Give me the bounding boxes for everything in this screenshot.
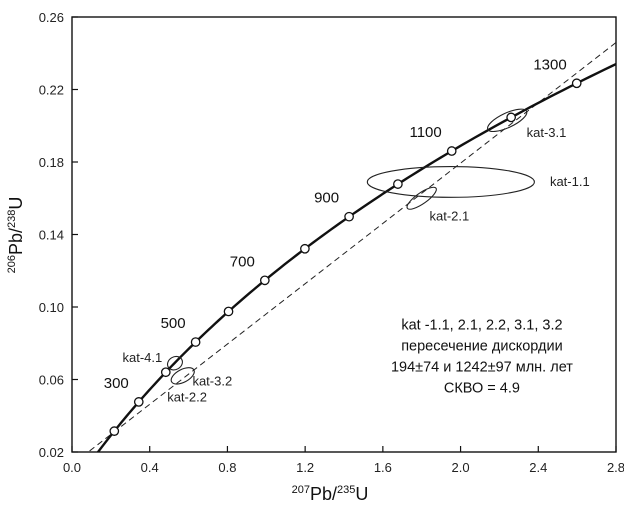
concordia-age-labels: 300 500 700 900 1100 1300 xyxy=(104,56,567,392)
x-tick-label: 1.2 xyxy=(296,460,314,475)
ellipse-label: kat-2.2 xyxy=(167,390,207,405)
y-tick-label: 0.26 xyxy=(39,10,64,25)
x-axis-label: 207Pb/235U xyxy=(292,484,369,504)
concordia-point xyxy=(506,112,516,123)
concordia-point xyxy=(300,243,310,254)
y-tick-label: 0.06 xyxy=(39,373,64,388)
concordia-point xyxy=(109,426,120,436)
ellipse-label: kat-4.1 xyxy=(123,350,163,365)
error-ellipse-kat-2.1 xyxy=(406,186,437,210)
y-label-sup1: 206 xyxy=(6,255,18,273)
x-tick-label: 0.8 xyxy=(218,460,236,475)
concordia-point xyxy=(190,337,201,347)
x-label-sup1: 207 xyxy=(292,484,310,496)
concordia-age-points xyxy=(109,78,582,436)
annotation-line: пересечение дискордии xyxy=(401,339,562,355)
ellipse-label: kat-3.2 xyxy=(192,373,232,388)
error-ellipse-kat-4.1 xyxy=(166,355,183,371)
concordia-point xyxy=(393,179,403,189)
concordia-age-label: 300 xyxy=(104,375,129,392)
y-axis-ticks: 0.02 0.06 0.10 0.14 0.18 0.22 0.26 xyxy=(39,10,78,460)
concordia-point xyxy=(223,306,234,317)
concordia-point xyxy=(446,146,457,156)
x-label-main2: U xyxy=(355,484,368,504)
annotation-line: СКВО = 4.9 xyxy=(444,381,520,397)
x-tick-label: 1.6 xyxy=(374,460,392,475)
concordia-point xyxy=(571,78,582,89)
error-ellipses xyxy=(166,108,535,385)
x-label-main1: Pb/ xyxy=(310,484,337,504)
y-tick-label: 0.14 xyxy=(39,228,64,243)
y-tick-label: 0.02 xyxy=(39,445,64,460)
x-tick-label: 2.8 xyxy=(607,460,624,475)
concordia-point xyxy=(133,397,144,407)
discordia-annotation: kat -1.1, 2.1, 2.2, 3.1, 3.2 пересечение … xyxy=(391,318,573,397)
error-ellipse-kat-3.2 xyxy=(170,367,195,385)
concordia-curve xyxy=(96,62,616,452)
x-tick-label: 2.4 xyxy=(529,460,547,475)
y-label-main1: Pb/ xyxy=(6,228,26,255)
ellipse-label: kat-2.1 xyxy=(429,208,469,223)
annotation-line: kat -1.1, 2.1, 2.2, 3.1, 3.2 xyxy=(401,318,562,334)
y-label-sup2: 238 xyxy=(6,210,18,228)
concordia-age-label: 1100 xyxy=(409,124,441,141)
x-label-sup2: 235 xyxy=(337,484,355,496)
concordia-age-label: 500 xyxy=(161,315,186,332)
error-ellipse-kat-1.1 xyxy=(366,165,535,198)
y-tick-label: 0.22 xyxy=(39,83,64,98)
x-tick-label: 0.0 xyxy=(63,460,81,475)
error-ellipse-kat-3.1 xyxy=(487,108,528,133)
concordia-point xyxy=(160,367,171,378)
concordia-age-label: 900 xyxy=(314,190,339,207)
y-axis-label: 206Pb/238U xyxy=(6,197,26,274)
x-tick-label: 2.0 xyxy=(452,460,470,475)
concordia-point xyxy=(344,211,354,222)
ellipse-label: kat-1.1 xyxy=(550,174,590,189)
ellipse-label: kat-3.1 xyxy=(527,125,567,140)
y-tick-label: 0.18 xyxy=(39,155,64,170)
y-label-main2: U xyxy=(6,197,26,210)
concordia-point xyxy=(259,275,270,286)
concordia-age-label: 700 xyxy=(230,253,255,270)
annotation-line: 194±74 и 1242±97 млн. лет xyxy=(391,360,573,376)
y-tick-label: 0.10 xyxy=(39,300,64,315)
ellipse-labels: kat-4.1 kat-3.2 kat-2.2 kat-1.1 kat-2.1 kat-3… xyxy=(123,125,590,405)
concordia-age-label: 1300 xyxy=(533,56,566,73)
x-axis-ticks: 0.0 0.4 0.8 1.2 1.6 2.0 2.4 2.8 xyxy=(63,446,624,475)
x-tick-label: 0.4 xyxy=(141,460,159,475)
